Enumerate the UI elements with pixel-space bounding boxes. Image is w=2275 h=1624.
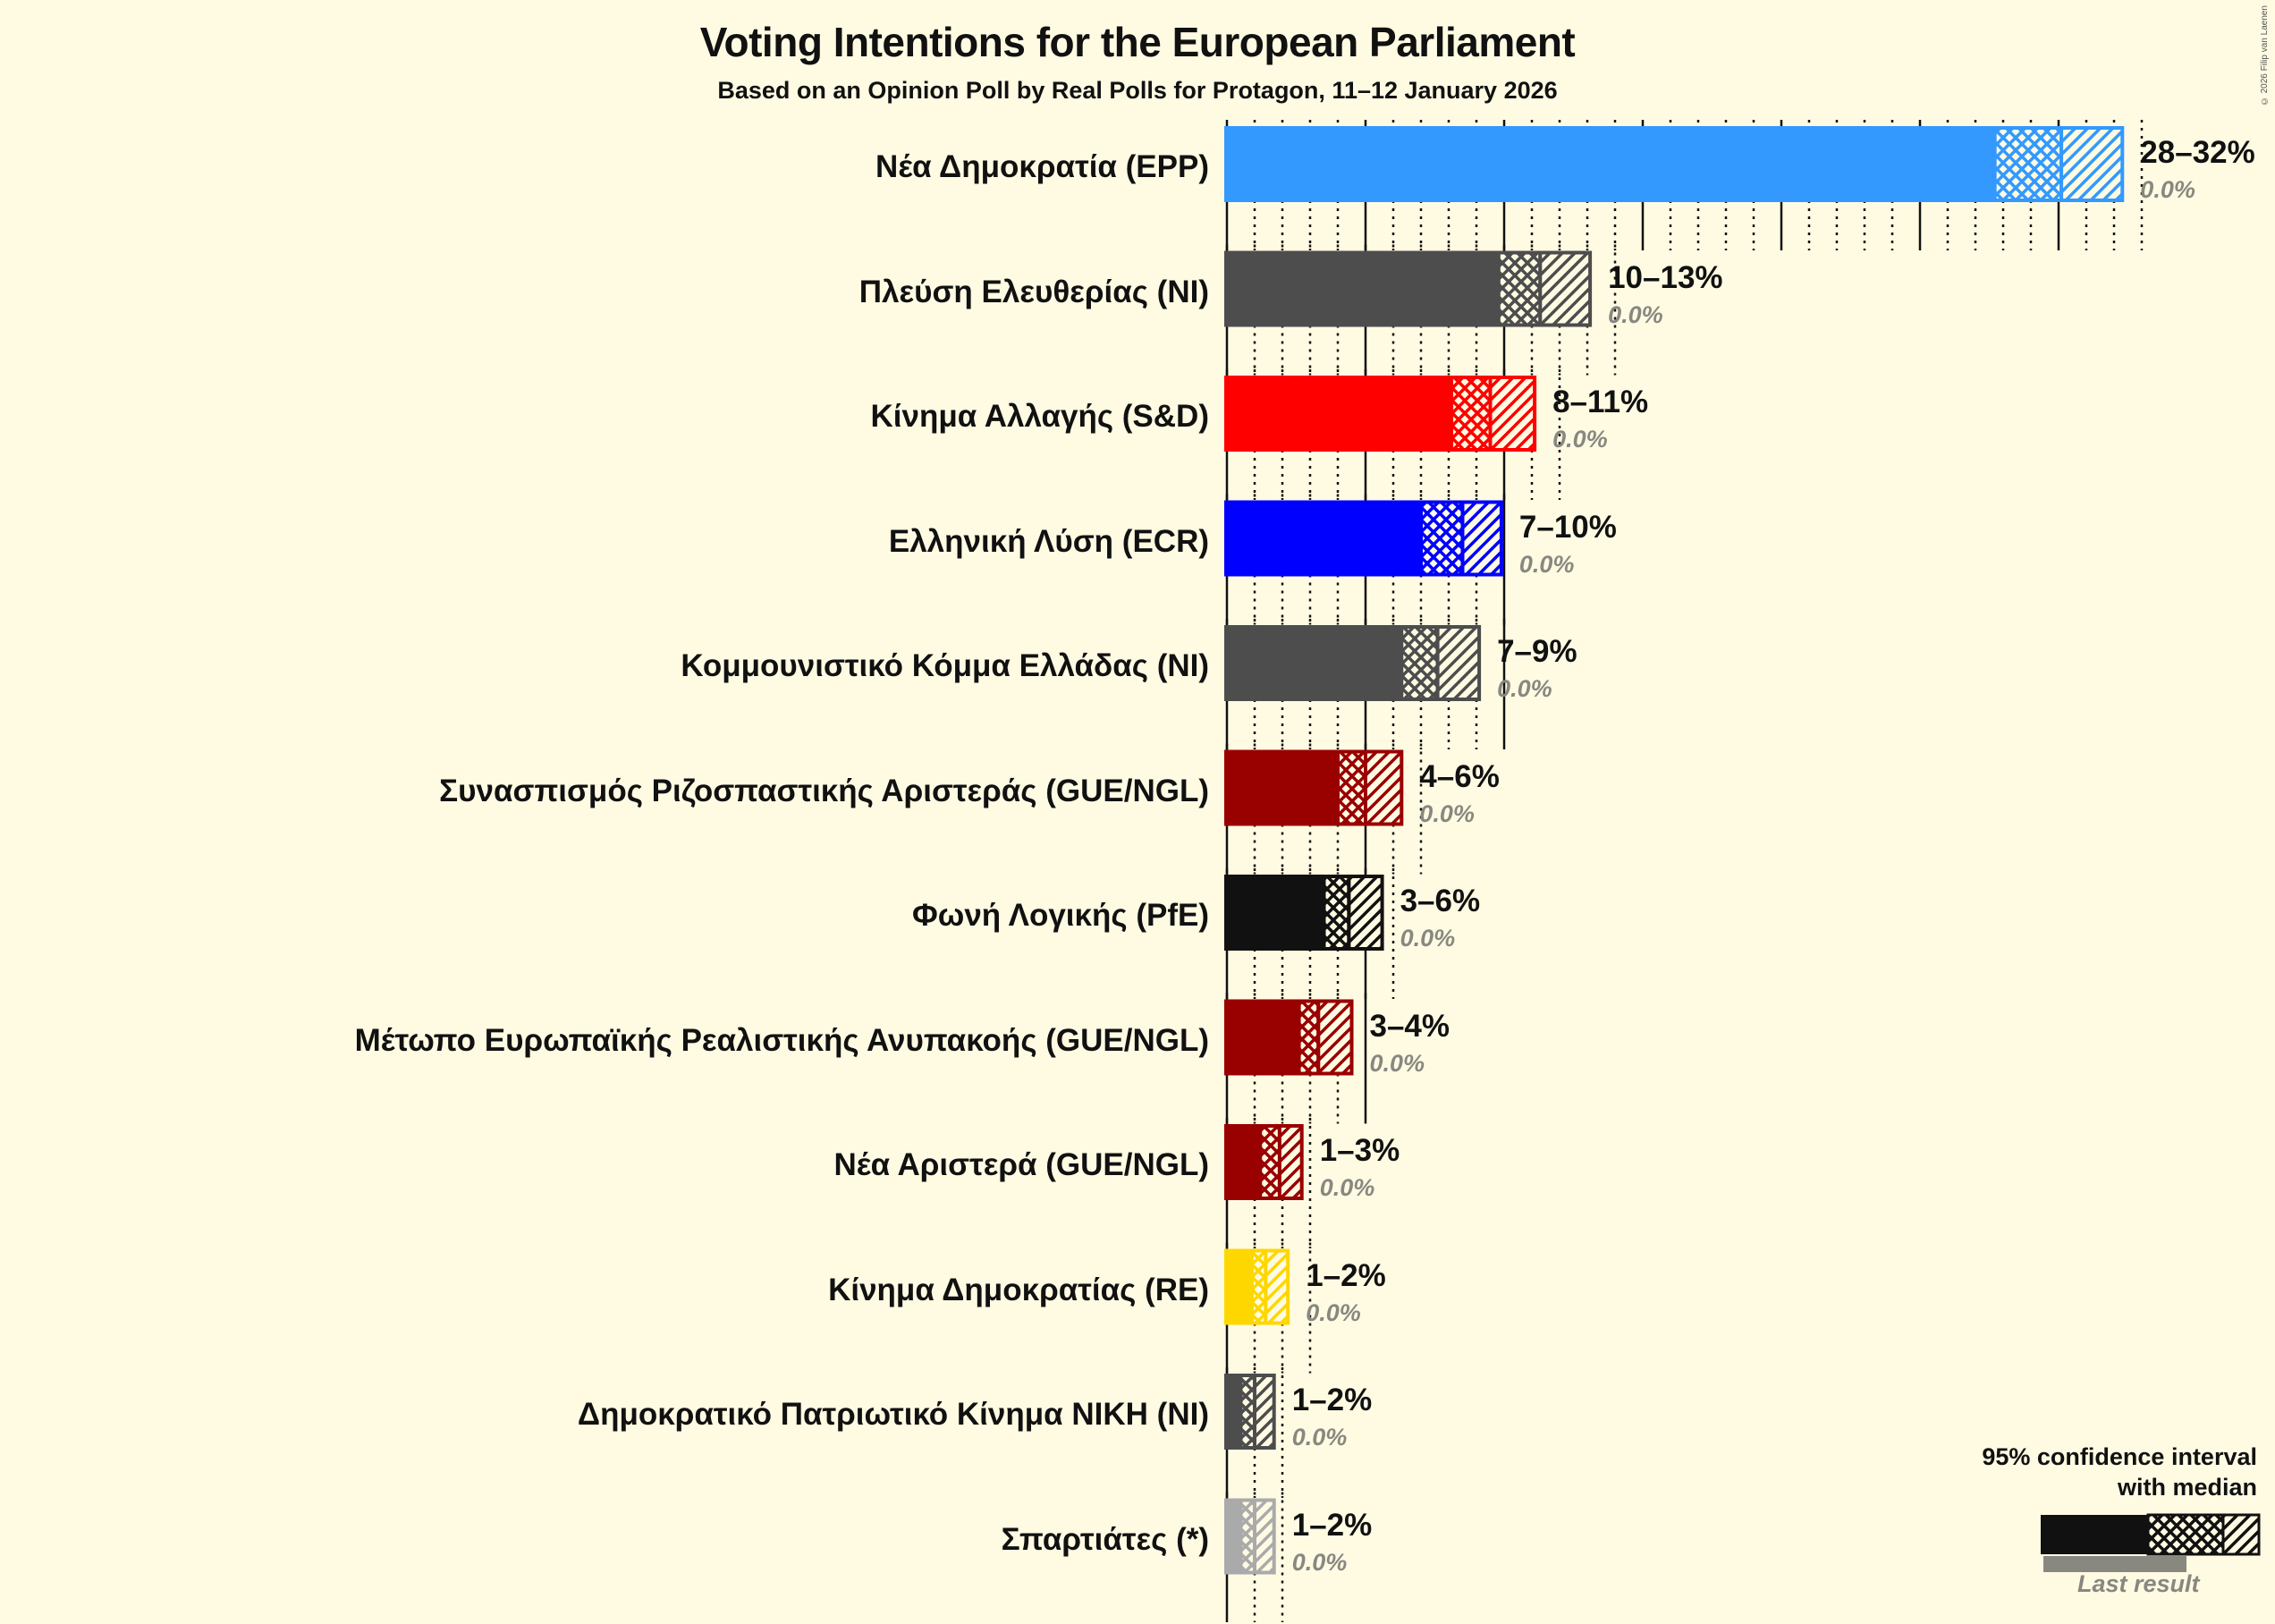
party-label: Νέα Αριστερά (GUE/NGL)	[833, 1147, 1210, 1182]
party-label: Δημοκρατικό Πατριωτικό Κίνημα ΝΙΚΗ (NI)	[577, 1397, 1209, 1432]
party-row: Φωνή Λογικής (PfE) 3–6% 0.0%	[0, 875, 2275, 1000]
party-row: Πλεύση Ελευθερίας (NI) 10–13% 0.0%	[0, 251, 2275, 376]
bar-solid	[1224, 1374, 1241, 1450]
bar-ci-upper-half	[1364, 749, 1404, 826]
bar-ci-upper-half	[1538, 250, 1593, 327]
range-label: 1–3%	[1319, 1133, 1400, 1168]
last-result-label: 0.0%	[1419, 799, 1475, 827]
last-result-label: 0.0%	[1291, 1548, 1348, 1576]
bar-ci-lower-half	[1496, 250, 1543, 327]
bar-ci-lower-half	[1992, 126, 2064, 202]
range-label: 3–6%	[1400, 884, 1481, 918]
last-result-label: 0.0%	[1291, 1424, 1348, 1451]
range-label: 1–2%	[1291, 1507, 1373, 1543]
party-row: Μέτωπο Ευρωπαϊκής Ρεαλιστικής Ανυπακοής …	[0, 1000, 2275, 1125]
party-row: Κομμουνιστικό Κόμμα Ελλάδας (NI) 7–9% 0.…	[0, 625, 2275, 750]
party-row: Συνασπισμός Ριζοσπαστικής Αριστεράς (GUE…	[0, 750, 2275, 875]
range-label: 10–13%	[1608, 259, 1723, 295]
bar-ci-upper-half	[1460, 500, 1503, 577]
bar-solid	[1224, 999, 1299, 1076]
last-result-label: 0.0%	[1369, 1049, 1425, 1077]
party-row: Σπαρτιάτες (*) 1–2% 0.0%	[0, 1499, 2275, 1624]
bar-ci-upper-half	[1253, 1374, 1276, 1450]
range-label: 7–10%	[1518, 509, 1617, 545]
range-label: 28–32%	[2140, 135, 2255, 170]
bar-ci-upper-half	[1277, 1124, 1304, 1200]
chart-title: Voting Intentions for the European Parli…	[699, 19, 1576, 65]
bar-solid	[1224, 749, 1338, 826]
bar-ci-lower-half	[1400, 625, 1440, 701]
bar-solid	[1224, 500, 1421, 577]
bar-ci-lower-half	[1450, 376, 1493, 452]
bar-solid	[1224, 1248, 1252, 1325]
party-label: Κίνημα Δημοκρατίας (RE)	[828, 1272, 1209, 1307]
last-result-label: 0.0%	[1608, 300, 1663, 328]
party-row: Δημοκρατικό Πατριωτικό Κίνημα ΝΙΚΗ (NI) …	[0, 1374, 2275, 1499]
bar-ci-lower-half	[1336, 749, 1367, 826]
party-label: Πλεύση Ελευθερίας (NI)	[858, 274, 1209, 309]
bar-ci-upper-half	[1488, 376, 1537, 452]
party-row: Νέα Αριστερά (GUE/NGL) 1–3% 0.0%	[0, 1124, 2275, 1249]
bar-ci-upper-half	[1316, 999, 1354, 1076]
range-label: 4–6%	[1419, 758, 1500, 794]
legend-last-result-bar	[2043, 1556, 2186, 1572]
bar-solid	[1224, 126, 1995, 202]
bar-solid	[1224, 1498, 1241, 1575]
party-label: Κίνημα Αλλαγής (S&D)	[870, 399, 1209, 434]
last-result-label: 0.0%	[1400, 925, 1456, 952]
party-label: Ελληνική Λύση (ECR)	[888, 523, 1209, 559]
last-result-label: 0.0%	[1497, 675, 1552, 702]
legend-title-line2: with median	[2117, 1474, 2257, 1501]
legend-title: 95% confidence interval with median	[1982, 1442, 2257, 1502]
party-label: Συνασπισμός Ριζοσπαστικής Αριστεράς (GUE…	[439, 773, 1209, 808]
bar-ci-upper-half	[1253, 1498, 1276, 1575]
last-result-label: 0.0%	[1552, 426, 1608, 453]
party-row: Νέα Δημοκρατία (EPP) 28–32% 0.0%	[0, 126, 2275, 251]
last-result-label: 0.0%	[1518, 550, 1575, 578]
bar-ci-upper-half	[1435, 625, 1482, 701]
bar-ci-upper-half	[2059, 126, 2125, 202]
party-row: Ελληνική Λύση (ECR) 7–10% 0.0%	[0, 501, 2275, 626]
chart-subtitle: Based on an Opinion Poll by Real Polls f…	[717, 77, 1558, 104]
party-label: Μέτωπο Ευρωπαϊκής Ρεαλιστικής Ανυπακοής …	[354, 1022, 1209, 1058]
party-label: Κομμουνιστικό Κόμμα Ελλάδας (NI)	[681, 648, 1209, 683]
bar-ci-lower-half	[1322, 875, 1351, 951]
last-result-label: 0.0%	[1306, 1298, 1361, 1326]
bar-solid	[1224, 875, 1324, 951]
last-result-label: 0.0%	[2140, 176, 2195, 203]
legend-title-line1: 95% confidence interval	[1982, 1443, 2257, 1470]
party-label: Σπαρτιάτες (*)	[1001, 1521, 1209, 1557]
party-label: Νέα Δημοκρατία (EPP)	[875, 149, 1209, 184]
last-result-label: 0.0%	[1319, 1174, 1375, 1201]
range-label: 7–9%	[1497, 634, 1577, 669]
party-row: Κίνημα Αλλαγής (S&D) 8–11% 0.0%	[0, 376, 2275, 501]
bar-solid	[1224, 376, 1452, 452]
bar-ci-lower-half	[1419, 500, 1465, 577]
bar-solid	[1224, 625, 1402, 701]
range-label: 3–4%	[1369, 1008, 1450, 1044]
party-label: Φωνή Λογικής (PfE)	[912, 898, 1209, 933]
bar-ci-upper-half	[1347, 875, 1384, 951]
legend-swatch	[2041, 1513, 2261, 1572]
bar-solid	[1224, 250, 1499, 327]
range-label: 8–11%	[1552, 385, 1649, 419]
party-row: Κίνημα Δημοκρατίας (RE) 1–2% 0.0%	[0, 1249, 2275, 1374]
range-label: 1–2%	[1291, 1383, 1373, 1417]
range-label: 1–2%	[1306, 1257, 1386, 1293]
bar-ci-upper-half	[1264, 1248, 1290, 1325]
legend-last-result-label: Last result	[2077, 1570, 2200, 1597]
bar-solid	[1224, 1124, 1261, 1200]
